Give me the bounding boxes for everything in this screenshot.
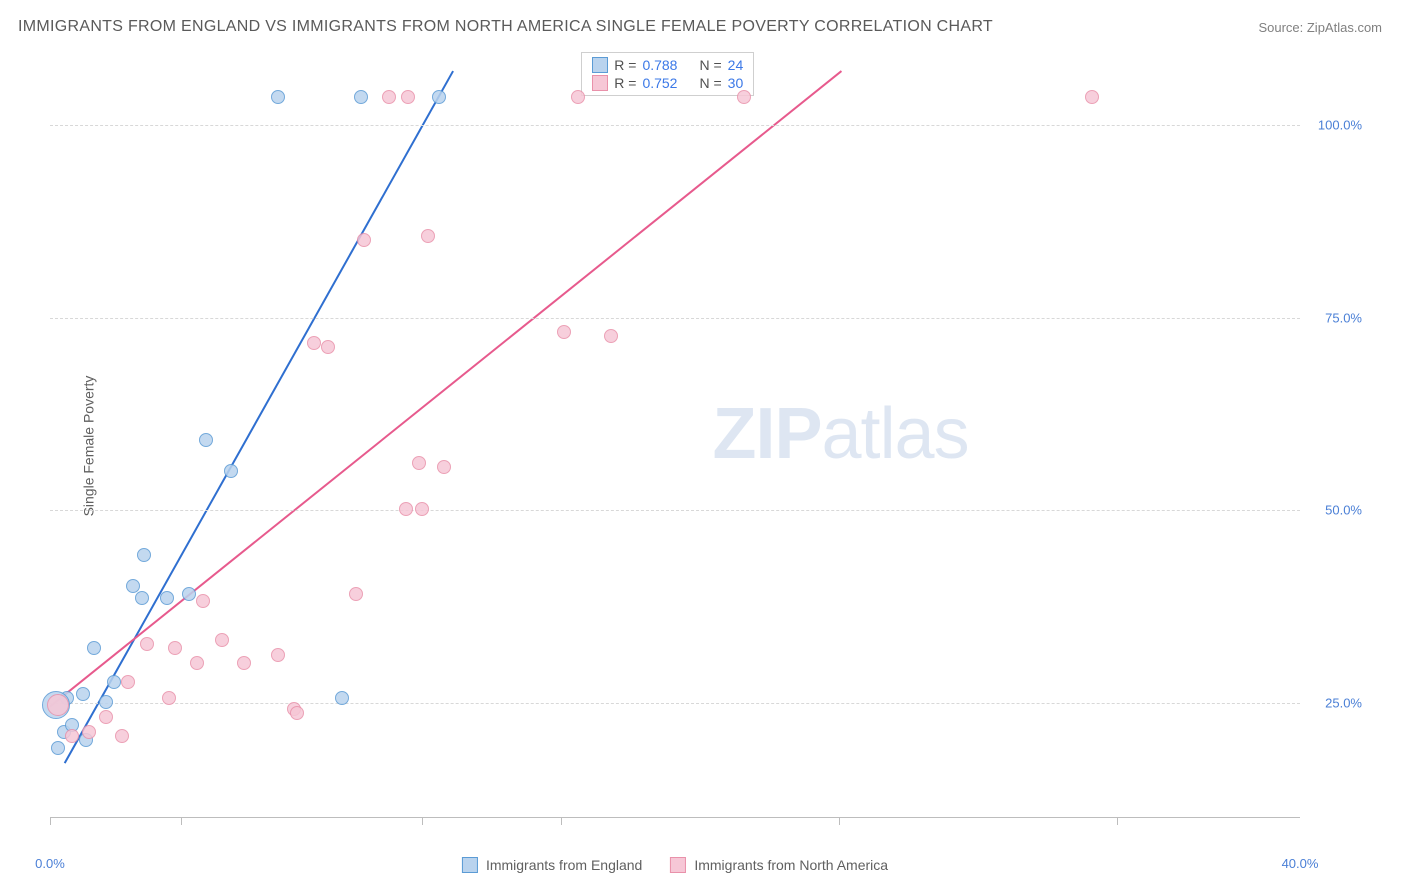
x-tick bbox=[561, 817, 562, 825]
legend-r-label: R = bbox=[614, 57, 636, 73]
y-tick-label: 100.0% bbox=[1318, 118, 1362, 133]
y-tick-label: 75.0% bbox=[1325, 310, 1362, 325]
legend-n-value: 24 bbox=[728, 57, 744, 73]
scatter-plot-area: ZIPatlas R =0.788N =24R =0.752N =30 Immi… bbox=[50, 48, 1300, 818]
scatter-point bbox=[196, 594, 210, 608]
scatter-point bbox=[107, 675, 121, 689]
legend-swatch bbox=[670, 857, 686, 873]
scatter-point bbox=[160, 591, 174, 605]
legend-n-label: N = bbox=[699, 75, 721, 91]
legend-swatch bbox=[462, 857, 478, 873]
scatter-point bbox=[135, 591, 149, 605]
scatter-point bbox=[349, 587, 363, 601]
chart-title: IMMIGRANTS FROM ENGLAND VS IMMIGRANTS FR… bbox=[18, 18, 993, 36]
legend-n-label: N = bbox=[699, 57, 721, 73]
x-tick-label: 40.0% bbox=[1282, 856, 1319, 871]
scatter-point bbox=[87, 641, 101, 655]
watermark: ZIPatlas bbox=[713, 393, 969, 475]
series-name: Immigrants from North America bbox=[694, 857, 888, 873]
series-legend-item: Immigrants from England bbox=[462, 857, 642, 873]
legend-row: R = 0.752 N = 30 bbox=[592, 75, 743, 91]
scatter-point bbox=[190, 656, 204, 670]
scatter-point bbox=[237, 656, 251, 670]
gridline bbox=[50, 125, 1300, 126]
scatter-point bbox=[357, 233, 371, 247]
scatter-point bbox=[307, 336, 321, 350]
scatter-point bbox=[271, 90, 285, 104]
legend-r-value: 0.752 bbox=[642, 75, 677, 91]
scatter-point bbox=[321, 340, 335, 354]
legend-swatch bbox=[592, 57, 608, 73]
scatter-point bbox=[121, 675, 135, 689]
scatter-point bbox=[421, 229, 435, 243]
source-attribution: Source: ZipAtlas.com bbox=[1258, 20, 1382, 35]
gridline bbox=[50, 318, 1300, 319]
legend-n-value: 30 bbox=[728, 75, 744, 91]
scatter-point bbox=[65, 729, 79, 743]
scatter-point bbox=[382, 90, 396, 104]
x-tick-label: 0.0% bbox=[35, 856, 65, 871]
scatter-point bbox=[271, 648, 285, 662]
scatter-point bbox=[47, 694, 69, 716]
scatter-point bbox=[82, 725, 96, 739]
scatter-point bbox=[432, 90, 446, 104]
scatter-point bbox=[604, 329, 618, 343]
x-tick bbox=[181, 817, 182, 825]
x-tick bbox=[1117, 817, 1118, 825]
scatter-point bbox=[137, 548, 151, 562]
series-legend-item: Immigrants from North America bbox=[670, 857, 888, 873]
scatter-point bbox=[215, 633, 229, 647]
scatter-point bbox=[162, 691, 176, 705]
watermark-rest: atlas bbox=[822, 394, 969, 474]
scatter-point bbox=[415, 502, 429, 516]
trend-line bbox=[50, 71, 841, 717]
trend-line bbox=[65, 71, 453, 763]
scatter-point bbox=[99, 695, 113, 709]
scatter-point bbox=[399, 502, 413, 516]
y-tick-label: 25.0% bbox=[1325, 695, 1362, 710]
scatter-point bbox=[115, 729, 129, 743]
series-legend: Immigrants from England Immigrants from N… bbox=[462, 857, 888, 873]
legend-r-value: 0.788 bbox=[642, 57, 677, 73]
scatter-point bbox=[140, 637, 154, 651]
scatter-point bbox=[737, 90, 751, 104]
scatter-point bbox=[290, 706, 304, 720]
scatter-point bbox=[557, 325, 571, 339]
x-tick bbox=[50, 817, 51, 825]
scatter-point bbox=[168, 641, 182, 655]
scatter-point bbox=[335, 691, 349, 705]
scatter-point bbox=[571, 90, 585, 104]
legend-r-label: R = bbox=[614, 75, 636, 91]
scatter-point bbox=[401, 90, 415, 104]
legend-row: R = 0.788 N = 24 bbox=[592, 57, 743, 73]
scatter-point bbox=[199, 433, 213, 447]
scatter-point bbox=[354, 90, 368, 104]
scatter-point bbox=[437, 460, 451, 474]
x-tick bbox=[839, 817, 840, 825]
scatter-point bbox=[412, 456, 426, 470]
correlation-legend: R = 0.788 N = 24 R = 0.752 N = 30 bbox=[581, 52, 754, 96]
series-name: Immigrants from England bbox=[486, 857, 642, 873]
legend-swatch bbox=[592, 75, 608, 91]
y-tick-label: 50.0% bbox=[1325, 503, 1362, 518]
scatter-point bbox=[99, 710, 113, 724]
scatter-point bbox=[182, 587, 196, 601]
scatter-point bbox=[1085, 90, 1099, 104]
x-tick bbox=[422, 817, 423, 825]
scatter-point bbox=[76, 687, 90, 701]
gridline bbox=[50, 510, 1300, 511]
gridline bbox=[50, 703, 1300, 704]
scatter-point bbox=[224, 464, 238, 478]
watermark-bold: ZIP bbox=[713, 394, 822, 474]
scatter-point bbox=[51, 741, 65, 755]
